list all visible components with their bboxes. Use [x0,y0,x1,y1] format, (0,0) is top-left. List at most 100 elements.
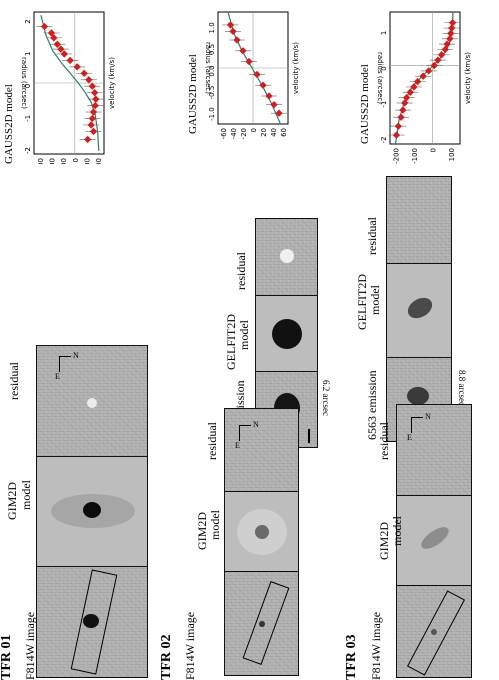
data-point [57,45,65,53]
galaxy-core [431,629,437,635]
scale-label: 6.2 arcsec [321,380,331,416]
data-point [447,29,455,38]
data-point [89,108,98,116]
chart-svg-1: -60 -40 -20 0 20 40 60 1.0 0.5 0.0 -0.5 -1.0 velocit… [204,11,300,139]
radius-axis-label: radius (arcsec) [20,57,28,109]
radius-tick: -2 [24,147,32,154]
gim2d-sublabel: model [19,480,33,510]
data-point [40,22,49,31]
scale-label: 8.8 arcsec [457,370,467,406]
data-point [448,19,457,27]
velocity-axis-label: velocity (km/s) [464,52,472,104]
velocity-tick: -100 [60,158,68,164]
gelfit2d-model-panel [386,262,452,358]
velocity-tick: -40 [230,128,238,139]
velocity-tick: 100 [84,158,92,164]
data-point [392,131,401,139]
data-point [83,135,92,144]
residual2-label: residual [234,252,248,290]
gim2d-label: GIM2D [5,482,19,520]
data-point [87,121,95,129]
residual-label: residual [7,362,21,400]
gelfit-blob [404,293,436,323]
chart-title: GAUSS2D model [187,54,199,134]
gelfit-sublabel: model [237,320,251,350]
compass-north: N [73,351,79,360]
velocity-tick: 20 [260,128,268,137]
plot-frame [389,11,461,145]
data-point [399,106,407,114]
chart-svg-2: -200 -100 0 100 1 0 -1 -2 velocity (km/s) radius … [376,11,472,164]
velocity-tick: -20 [240,128,248,139]
compass-north: N [253,420,259,429]
velocity-tick: 100 [448,148,456,161]
gelfit-label: GELFIT2D [355,274,369,330]
radius-tick: -1 [380,101,388,108]
row-id-label: TFR 01 [0,634,14,680]
velocity-tick: -60 [220,128,228,139]
data-point [270,100,278,109]
data-point [434,56,442,64]
compass-east: E [407,433,412,442]
data-point [53,40,62,48]
gim2d-sublabel: model [390,516,404,546]
gim2d-sublabel: model [208,510,222,540]
row-id-label: TFR 02 [159,634,174,680]
compass-east: E [235,441,240,450]
data-point [406,88,414,96]
data-point [259,81,267,89]
model-curve [40,15,100,151]
slit-box [242,581,290,665]
gim2d-model-panel [224,490,299,572]
radius-axis-label: radius (arcsec) [204,42,212,94]
f814w-image-panel [224,570,299,676]
data-point [60,50,69,58]
image-label: F814W image [183,611,197,680]
data-point [88,82,97,90]
radius-tick: 1.0 [208,22,216,33]
data-point [90,89,99,97]
row-id-label: TFR 03 [344,634,359,680]
velocity-axis-label: velocity (km/s) [108,57,116,109]
compass: N E [407,412,431,442]
emission-blob [407,387,429,405]
residual-panel: N E [36,345,148,457]
residual-spot [87,398,97,408]
gelfit-blob [272,319,302,349]
radius-tick: 1 [24,51,32,55]
velocity-tick: 0 [250,128,258,132]
radius-tick: 0 [380,66,388,70]
model-core [417,523,453,553]
model-core [83,502,101,518]
residual-label: residual [205,422,219,460]
velocity-tick: 200 [95,158,103,164]
velocity-axis-label: velocity (km/s) [292,42,300,94]
data-point [226,21,235,29]
residual2-label: residual [365,217,379,255]
residual-emission-panel [386,176,452,264]
residual-emission-panel [255,218,318,296]
compass: N E [55,351,79,381]
data-point [430,61,438,70]
data-point [66,56,74,65]
f814w-image-panel [36,566,148,678]
velocity-tick: -200 [49,158,57,164]
data-point [265,92,273,100]
data-point [233,36,241,44]
chart-tfr03: GAUSS2D model -200 -100 0 100 1 0 -1 -2 velocity … [359,4,490,174]
radius-tick: -1 [24,115,32,122]
data-point [394,122,402,130]
data-point [245,57,253,66]
model-core [255,525,269,539]
velocity-tick: 0 [72,158,80,162]
residual-spot [280,249,294,263]
residual-panel: N E [224,408,299,492]
chart-tfr02: GAUSS2D model -60 -40 -20 0 20 40 60 1.0 0.5 0.0-… [187,4,312,154]
data-point [401,99,409,107]
data-point [437,51,446,59]
scale-bar [308,429,310,443]
data-point [92,95,100,103]
gelfit-label: GELFIT2D [224,314,238,370]
gim2d-label: GIM2D [377,522,391,560]
velocity-tick: -300 [37,158,45,164]
